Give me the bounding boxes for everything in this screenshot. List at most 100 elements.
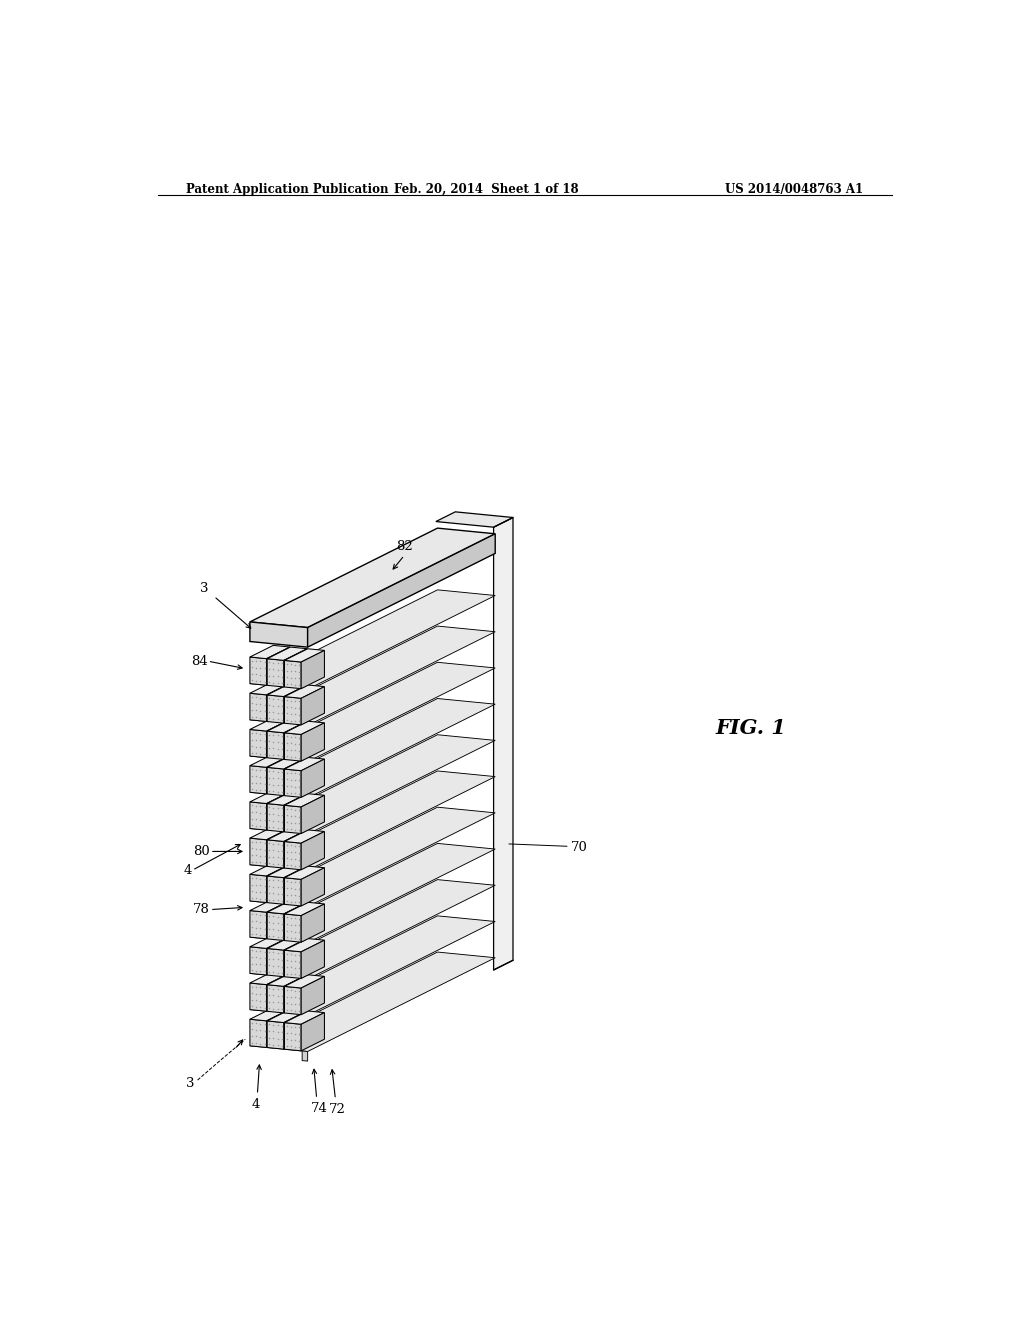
Polygon shape: [250, 681, 290, 694]
Polygon shape: [250, 693, 266, 722]
Polygon shape: [267, 694, 284, 723]
Polygon shape: [284, 793, 307, 832]
Polygon shape: [285, 660, 301, 689]
Polygon shape: [267, 792, 307, 805]
Polygon shape: [250, 863, 290, 876]
Polygon shape: [301, 977, 325, 1015]
Polygon shape: [250, 826, 290, 840]
Polygon shape: [267, 937, 307, 950]
Polygon shape: [267, 912, 284, 941]
Polygon shape: [285, 878, 301, 906]
Polygon shape: [267, 973, 307, 986]
Polygon shape: [284, 830, 307, 869]
Text: 3: 3: [200, 582, 208, 595]
Polygon shape: [266, 828, 290, 866]
Polygon shape: [266, 1010, 290, 1048]
Polygon shape: [302, 870, 307, 880]
Polygon shape: [250, 807, 496, 907]
Polygon shape: [250, 946, 266, 975]
Polygon shape: [284, 866, 307, 904]
Polygon shape: [250, 843, 496, 942]
Polygon shape: [301, 759, 325, 797]
Polygon shape: [284, 974, 307, 1012]
Polygon shape: [285, 950, 301, 978]
Polygon shape: [284, 758, 307, 796]
Polygon shape: [267, 985, 284, 1012]
Polygon shape: [250, 645, 290, 659]
Polygon shape: [285, 770, 301, 797]
Polygon shape: [285, 733, 301, 762]
Polygon shape: [250, 528, 496, 627]
Polygon shape: [250, 626, 496, 726]
Polygon shape: [250, 766, 266, 793]
Polygon shape: [267, 647, 307, 660]
Polygon shape: [301, 867, 325, 906]
Text: 70: 70: [570, 841, 588, 854]
Polygon shape: [284, 721, 307, 759]
Polygon shape: [301, 723, 325, 762]
Polygon shape: [307, 533, 496, 647]
Polygon shape: [301, 686, 325, 725]
Polygon shape: [302, 725, 307, 735]
Polygon shape: [285, 805, 301, 833]
Text: 72: 72: [329, 1102, 345, 1115]
Polygon shape: [250, 1019, 266, 1048]
Polygon shape: [302, 1015, 307, 1024]
Polygon shape: [267, 731, 284, 759]
Polygon shape: [250, 771, 496, 870]
Polygon shape: [266, 973, 290, 1011]
Polygon shape: [302, 834, 307, 843]
Polygon shape: [267, 659, 284, 686]
Polygon shape: [250, 838, 266, 866]
Text: 74: 74: [310, 1102, 328, 1115]
Polygon shape: [284, 685, 307, 723]
Text: US 2014/0048763 A1: US 2014/0048763 A1: [725, 183, 863, 197]
Polygon shape: [250, 730, 266, 758]
Polygon shape: [302, 1051, 307, 1061]
Polygon shape: [285, 842, 301, 870]
Polygon shape: [436, 512, 513, 527]
Polygon shape: [285, 974, 325, 989]
Polygon shape: [250, 735, 496, 834]
Polygon shape: [302, 797, 307, 808]
Polygon shape: [266, 937, 290, 975]
Text: FIG. 1: FIG. 1: [715, 718, 785, 738]
Polygon shape: [285, 866, 325, 879]
Polygon shape: [250, 935, 290, 949]
Polygon shape: [284, 648, 307, 686]
Polygon shape: [285, 903, 325, 916]
Polygon shape: [250, 952, 496, 1052]
Polygon shape: [285, 1023, 301, 1051]
Polygon shape: [267, 840, 284, 869]
Polygon shape: [301, 940, 325, 978]
Polygon shape: [250, 657, 266, 685]
Text: Patent Application Publication: Patent Application Publication: [186, 183, 388, 197]
Polygon shape: [284, 1011, 307, 1049]
Polygon shape: [301, 1012, 325, 1051]
Polygon shape: [267, 949, 284, 977]
Polygon shape: [267, 1010, 307, 1023]
Polygon shape: [250, 899, 290, 912]
Polygon shape: [266, 647, 290, 685]
Text: 84: 84: [190, 655, 208, 668]
Polygon shape: [250, 972, 290, 985]
Polygon shape: [267, 1020, 284, 1049]
Polygon shape: [250, 1007, 290, 1020]
Polygon shape: [250, 754, 290, 767]
Polygon shape: [494, 517, 513, 970]
Polygon shape: [285, 939, 325, 952]
Polygon shape: [250, 590, 496, 689]
Polygon shape: [285, 913, 301, 942]
Text: 4: 4: [183, 863, 193, 876]
Polygon shape: [250, 879, 496, 979]
Polygon shape: [301, 832, 325, 870]
Polygon shape: [302, 689, 307, 698]
Polygon shape: [267, 684, 307, 697]
Polygon shape: [301, 904, 325, 942]
Polygon shape: [266, 865, 290, 903]
Polygon shape: [250, 803, 266, 830]
Polygon shape: [266, 719, 290, 758]
Polygon shape: [284, 903, 307, 941]
Text: 78: 78: [193, 903, 210, 916]
Polygon shape: [267, 828, 307, 841]
